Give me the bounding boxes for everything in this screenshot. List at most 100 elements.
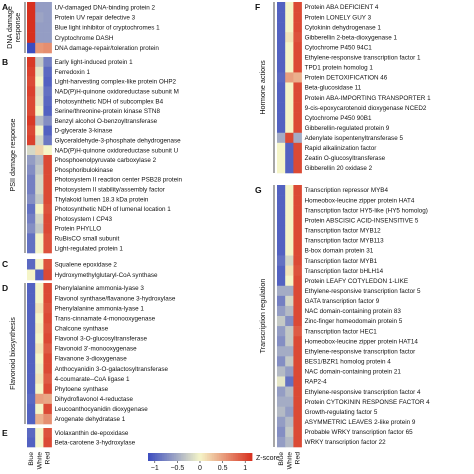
- row-label: Transcription factor HEC1: [305, 328, 378, 335]
- heatmap-cell: [35, 76, 44, 87]
- row-label: Flavonol 3-O-glucosyltransferase: [55, 336, 148, 343]
- heatmap-cell: [43, 135, 52, 146]
- heatmap-cell: [35, 32, 44, 44]
- heatmap-cell: [27, 393, 36, 405]
- heatmap-cell: [293, 386, 302, 397]
- legend-gradient-step: [194, 453, 197, 461]
- legend-gradient-step: [217, 453, 220, 461]
- heatmap-cell: [35, 343, 44, 354]
- heatmap-cell: [43, 303, 52, 314]
- heatmap-cell: [35, 223, 44, 234]
- heatmap-cell: [35, 428, 44, 438]
- heatmap-cell: [43, 86, 52, 97]
- heatmap-cell: [277, 326, 286, 337]
- panel-letter: E: [2, 428, 8, 438]
- row-label: Violaxanthin de-epoxidase: [55, 430, 129, 437]
- panel-f: Protein ABA DEFICIENT 4 Protein LONELY GU…: [255, 2, 431, 174]
- row-label: Beta-glucosidase 11: [305, 85, 362, 92]
- panel-c: Squalene epoxidase 2 Hydroxymethylglutary…: [2, 259, 158, 281]
- heatmap-cell: [285, 386, 294, 397]
- heatmap-cell: [293, 205, 302, 216]
- heatmap-cell: [277, 225, 286, 236]
- legend-gradient-step: [174, 453, 177, 461]
- legend-gradient-step: [182, 453, 185, 461]
- row-label: Protein LEAFY COTYLEDON 1-LIKE: [305, 278, 408, 285]
- heatmap-cell: [35, 383, 44, 395]
- heatmap-cell: [43, 293, 52, 304]
- heatmap-cell: [277, 52, 286, 63]
- heatmap-cell: [35, 353, 44, 364]
- heatmap-cell: [277, 195, 286, 206]
- row-label: RAP2-4: [305, 379, 328, 386]
- heatmap-cell: [43, 76, 52, 87]
- heatmap-cell: [293, 122, 302, 134]
- heatmap-cell: [285, 62, 294, 73]
- legend-gradient-step: [168, 453, 171, 461]
- heatmap-cell: [27, 155, 36, 166]
- heatmap-cell: [43, 115, 52, 126]
- row-label: Phosphoribulokinase: [55, 167, 114, 174]
- panel-letter: B: [2, 57, 8, 67]
- legend-tick-label: 1: [243, 465, 247, 472]
- heatmap-cell: [35, 323, 44, 334]
- heatmap-cell: [277, 2, 286, 13]
- row-label: Transcription repressor MYB4: [305, 187, 389, 194]
- panel-letter: A: [2, 2, 8, 12]
- heatmap-cell: [285, 396, 294, 407]
- row-label: Protein UV repair defective 3: [55, 15, 136, 22]
- heatmap-cell: [43, 323, 52, 334]
- heatmap-cell: [277, 215, 286, 226]
- row-label: Phytoene synthase: [55, 386, 109, 393]
- heatmap-cell: [35, 125, 44, 136]
- heatmap-cell: [277, 235, 286, 246]
- row-label: Protein ABA DEFICIENT 4: [305, 4, 379, 11]
- heatmap-cell: [293, 42, 302, 53]
- legend-tick-label: −1: [151, 465, 159, 472]
- panel-letter: D: [2, 283, 8, 293]
- heatmap-cell: [27, 184, 36, 195]
- heatmap-cell: [285, 436, 294, 448]
- heatmap-cell: [35, 363, 44, 374]
- heatmap-cell: [35, 283, 44, 294]
- heatmap-cell: [43, 428, 52, 438]
- heatmap-cell: [35, 42, 44, 54]
- panel-letter: G: [255, 185, 262, 195]
- heatmap-cell: [277, 295, 286, 307]
- heatmap-cell: [293, 185, 302, 196]
- heatmap-cell: [27, 333, 36, 344]
- heatmap-cell: [293, 346, 302, 357]
- heatmap-cell: [43, 259, 52, 270]
- heatmap-cell: [35, 164, 44, 175]
- row-label: Leucoanthocyanidin dioxygenase: [55, 406, 149, 413]
- heatmap-cell: [43, 269, 52, 281]
- heatmap-cell: [293, 162, 302, 174]
- row-label: Zeatin O-glucosyltransferase: [305, 155, 386, 162]
- heatmap-cell: [293, 265, 302, 276]
- heatmap-cell: [277, 82, 286, 93]
- heatmap-cell: [27, 96, 36, 107]
- heatmap-cell: [35, 243, 44, 254]
- heatmap-cell: [35, 96, 44, 107]
- heatmap-cell: [43, 22, 52, 33]
- heatmap-cell: [27, 353, 36, 364]
- heatmap-cell: [43, 32, 52, 44]
- row-label: Gibberellin 20 oxidase 2: [305, 165, 373, 172]
- heatmap-cell: [285, 185, 294, 196]
- row-label: Cryptochrome DASH: [55, 35, 114, 42]
- row-label: TPD1 protein homolog 1: [305, 65, 374, 72]
- legend-title: Z-score: [256, 455, 280, 462]
- row-label: Phenylalanine ammonia-lyase 3: [55, 285, 145, 292]
- legend-gradient-step: [243, 453, 246, 461]
- heatmap-cell: [27, 243, 36, 254]
- row-label: NAC domain-containing protein 21: [305, 369, 402, 376]
- heatmap-cell: [35, 233, 44, 244]
- heatmap-cell: [27, 259, 36, 270]
- legend-gradient-step: [232, 453, 236, 461]
- row-label: WRKY transcription factor 22: [305, 439, 387, 446]
- heatmap-cell: [277, 346, 286, 357]
- row-label: NAD(P)H-quinone oxidoreductase subunit M: [55, 89, 179, 96]
- heatmap-cell: [43, 403, 52, 415]
- heatmap-cell: [35, 393, 44, 405]
- heatmap-cell: [35, 86, 44, 97]
- heatmap-cell: [293, 326, 302, 337]
